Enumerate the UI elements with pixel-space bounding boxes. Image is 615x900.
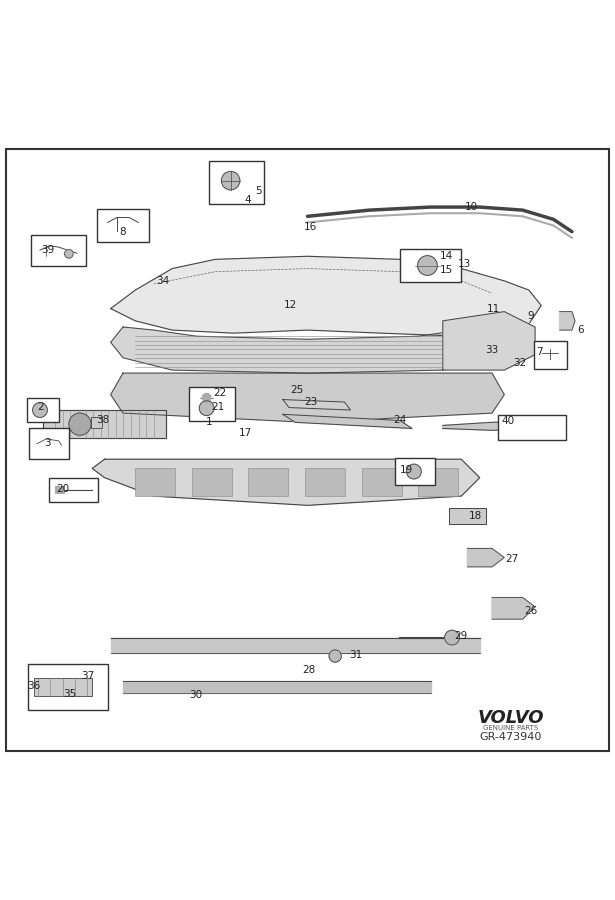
Bar: [27, 398, 59, 422]
Polygon shape: [43, 410, 166, 437]
Polygon shape: [443, 420, 566, 430]
Polygon shape: [283, 400, 351, 410]
Text: 38: 38: [97, 416, 110, 426]
Circle shape: [65, 249, 73, 258]
Text: 32: 32: [514, 357, 527, 368]
Text: 4: 4: [245, 195, 252, 205]
Circle shape: [221, 171, 240, 190]
Bar: [91, 417, 102, 428]
Bar: [534, 341, 568, 368]
Text: VOLVO: VOLVO: [477, 708, 544, 726]
Text: 18: 18: [469, 511, 482, 521]
Bar: [395, 458, 435, 485]
Text: 15: 15: [440, 266, 453, 275]
Bar: [49, 478, 98, 502]
Bar: [55, 486, 65, 494]
Text: GENUINE PARTS: GENUINE PARTS: [483, 725, 538, 731]
Text: 23: 23: [304, 397, 317, 407]
Text: 1: 1: [206, 418, 213, 428]
Text: 24: 24: [393, 416, 407, 426]
Circle shape: [445, 630, 459, 645]
Text: 36: 36: [27, 680, 41, 690]
Text: 16: 16: [303, 222, 317, 232]
Bar: [135, 468, 175, 496]
Bar: [248, 468, 288, 496]
Text: 40: 40: [502, 416, 515, 426]
Text: 8: 8: [119, 227, 126, 237]
Circle shape: [33, 402, 47, 418]
Text: 26: 26: [524, 606, 538, 616]
Text: 25: 25: [290, 384, 304, 395]
Text: 33: 33: [485, 345, 498, 355]
Text: 14: 14: [440, 251, 453, 261]
Text: 5: 5: [255, 186, 262, 196]
Bar: [192, 468, 232, 496]
Text: 9: 9: [528, 310, 534, 321]
Circle shape: [418, 256, 437, 275]
Text: 34: 34: [156, 276, 169, 286]
Bar: [209, 161, 264, 204]
Bar: [400, 248, 461, 283]
Text: 12: 12: [284, 301, 298, 310]
Text: 7: 7: [536, 346, 542, 356]
Bar: [418, 468, 458, 496]
Text: 35: 35: [63, 689, 76, 699]
Polygon shape: [111, 374, 504, 422]
Polygon shape: [111, 256, 541, 337]
Circle shape: [69, 413, 91, 436]
Text: 39: 39: [41, 245, 54, 255]
Text: 17: 17: [239, 428, 252, 438]
Circle shape: [202, 393, 211, 402]
Bar: [97, 209, 149, 242]
Text: 2: 2: [38, 402, 44, 412]
Bar: [498, 415, 566, 439]
Text: 6: 6: [577, 325, 584, 335]
Text: 31: 31: [349, 650, 362, 660]
Text: 3: 3: [44, 437, 50, 447]
Polygon shape: [111, 327, 504, 374]
Bar: [305, 468, 345, 496]
Bar: [189, 387, 235, 421]
Polygon shape: [467, 548, 504, 567]
Circle shape: [407, 464, 421, 479]
Polygon shape: [283, 414, 412, 428]
Text: 28: 28: [303, 665, 316, 675]
Polygon shape: [492, 598, 535, 619]
Polygon shape: [560, 311, 575, 330]
Bar: [30, 428, 69, 459]
Text: 30: 30: [189, 689, 202, 700]
Polygon shape: [443, 311, 535, 370]
Text: 20: 20: [56, 483, 69, 494]
Text: 27: 27: [506, 554, 519, 564]
Text: 29: 29: [454, 631, 468, 641]
Text: 11: 11: [487, 303, 501, 313]
Text: 21: 21: [212, 402, 225, 412]
Bar: [34, 678, 92, 696]
Bar: [362, 468, 402, 496]
Text: 19: 19: [400, 464, 413, 474]
Bar: [449, 508, 486, 524]
Bar: [28, 663, 108, 710]
Text: 37: 37: [81, 671, 95, 681]
Polygon shape: [92, 459, 480, 506]
Circle shape: [329, 650, 341, 662]
Circle shape: [199, 400, 214, 416]
Bar: [31, 235, 86, 266]
Text: 10: 10: [464, 202, 477, 212]
Text: GR-473940: GR-473940: [479, 733, 542, 742]
Text: 13: 13: [458, 258, 472, 269]
Text: 22: 22: [213, 389, 227, 399]
